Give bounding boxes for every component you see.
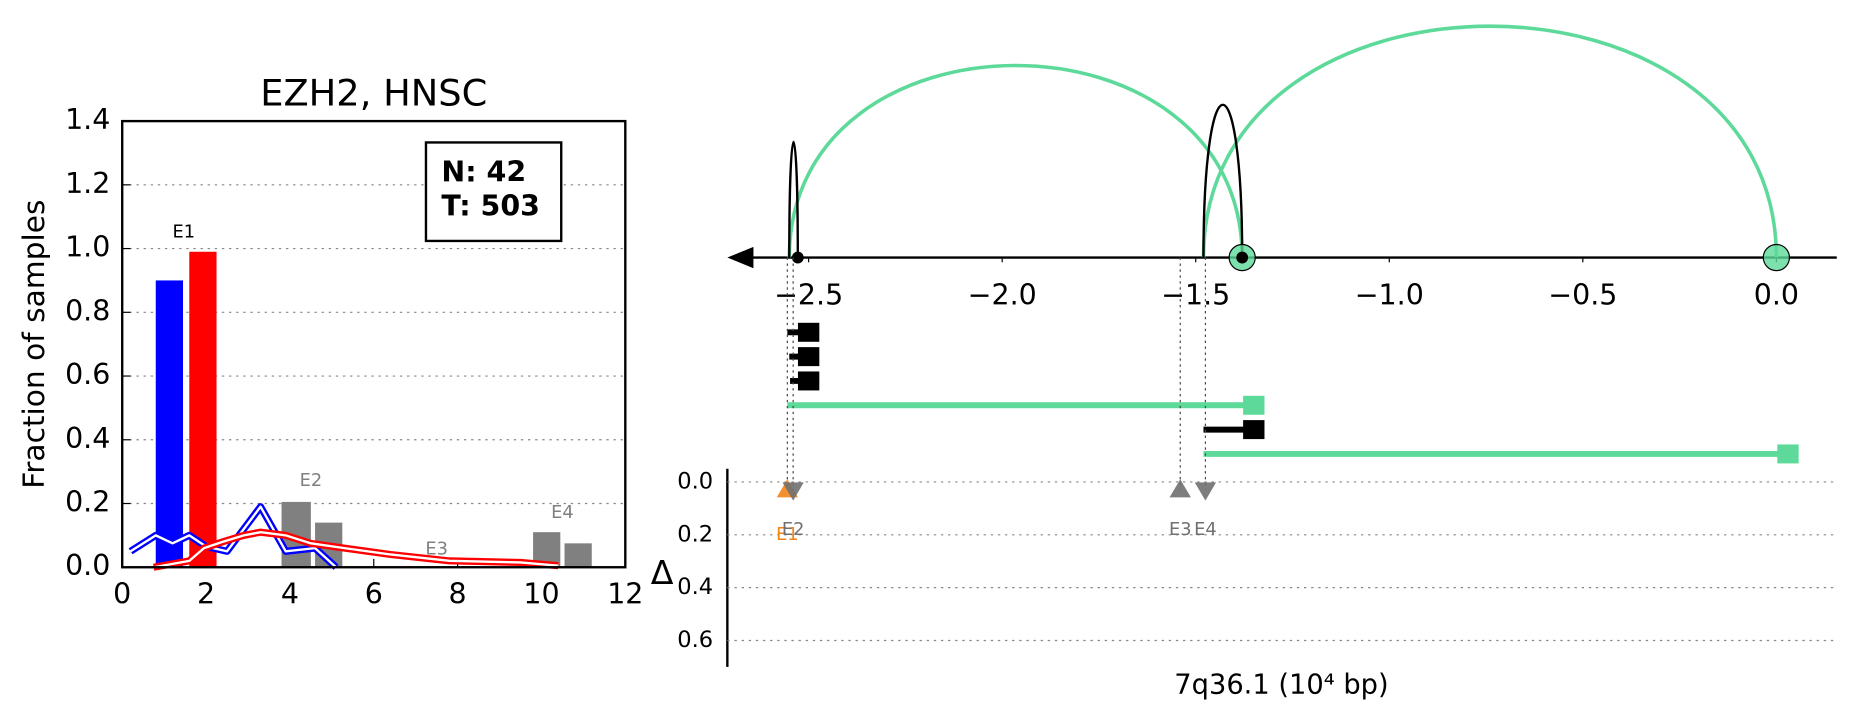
y-tick-label: 1.2 [65, 167, 110, 200]
marker-label: E3 [1169, 519, 1192, 540]
legend-text: N: 42 [441, 155, 526, 188]
marker-label: E4 [1194, 519, 1217, 540]
legend-text: T: 503 [441, 190, 540, 223]
y-tick-label: 0.0 [65, 549, 110, 582]
arc-end [791, 251, 804, 264]
series-line-core [129, 505, 337, 569]
y-tick-label: 0.6 [677, 627, 713, 653]
arc [788, 140, 799, 258]
annotation: E2 [300, 470, 323, 491]
bar [155, 280, 184, 568]
isoform-end [797, 322, 820, 342]
annotation: E4 [551, 502, 574, 523]
axis-arrow [727, 246, 754, 269]
legend-box [424, 141, 563, 243]
y-tick-label: 0.2 [677, 521, 713, 547]
series-line-core [153, 530, 559, 569]
x-tick-label: −1.5 [1161, 279, 1230, 312]
bar [564, 543, 592, 568]
delta-marker [1194, 482, 1217, 501]
x-tick-label: −2.5 [774, 279, 843, 312]
arc [1201, 24, 1779, 258]
isoform-end [1243, 420, 1265, 440]
y-tick-label: 0.6 [65, 358, 110, 391]
y-tick-label: 0.0 [677, 468, 713, 494]
arc-end [1762, 243, 1791, 272]
isoform-end [797, 347, 820, 367]
annotation: E3 [425, 538, 448, 559]
y-tick-label: 0.8 [65, 294, 110, 327]
y-tick-label: 0.2 [65, 486, 110, 519]
isoform-end [1777, 444, 1799, 464]
x-tick-label: 2 [197, 578, 215, 611]
x-tick-label: −1.0 [1355, 279, 1424, 312]
x-tick-label: 8 [449, 578, 467, 611]
x-tick-label: 4 [281, 578, 299, 611]
arc [787, 63, 1244, 258]
y-axis-label: Fraction of samples [16, 200, 51, 489]
y-tick-label: 1.0 [65, 231, 110, 264]
isoform-end [797, 371, 820, 391]
x-tick-label: 0 [113, 578, 131, 611]
isoform-end [1243, 395, 1265, 415]
x-tick-label: −2.0 [968, 279, 1037, 312]
plot-frame [121, 119, 627, 569]
x-tick-label: 12 [607, 578, 643, 611]
x-tick-label: 0.0 [1754, 279, 1799, 312]
y-tick-label: 0.4 [65, 422, 110, 455]
marker-label: E1 [776, 524, 799, 545]
y-tick-label: 1.4 [65, 103, 110, 136]
x-tick-label: 6 [365, 578, 383, 611]
marker-label: E2 [782, 519, 805, 540]
arc [1202, 103, 1244, 258]
delta-marker [782, 482, 804, 501]
delta-marker [1169, 479, 1191, 498]
arc-end [1236, 251, 1249, 264]
bar [189, 251, 217, 568]
x-tick-label: −0.5 [1548, 279, 1617, 312]
chart-title: EZH2, HNSC [260, 71, 487, 114]
annotation: E1 [173, 222, 196, 243]
y-tick-label: 0.4 [677, 574, 713, 600]
x-tick-label: 10 [523, 578, 559, 611]
delta-axis-label: Δ [651, 553, 674, 592]
x-axis-label: 7q36.1 (10⁴ bp) [1174, 669, 1388, 700]
